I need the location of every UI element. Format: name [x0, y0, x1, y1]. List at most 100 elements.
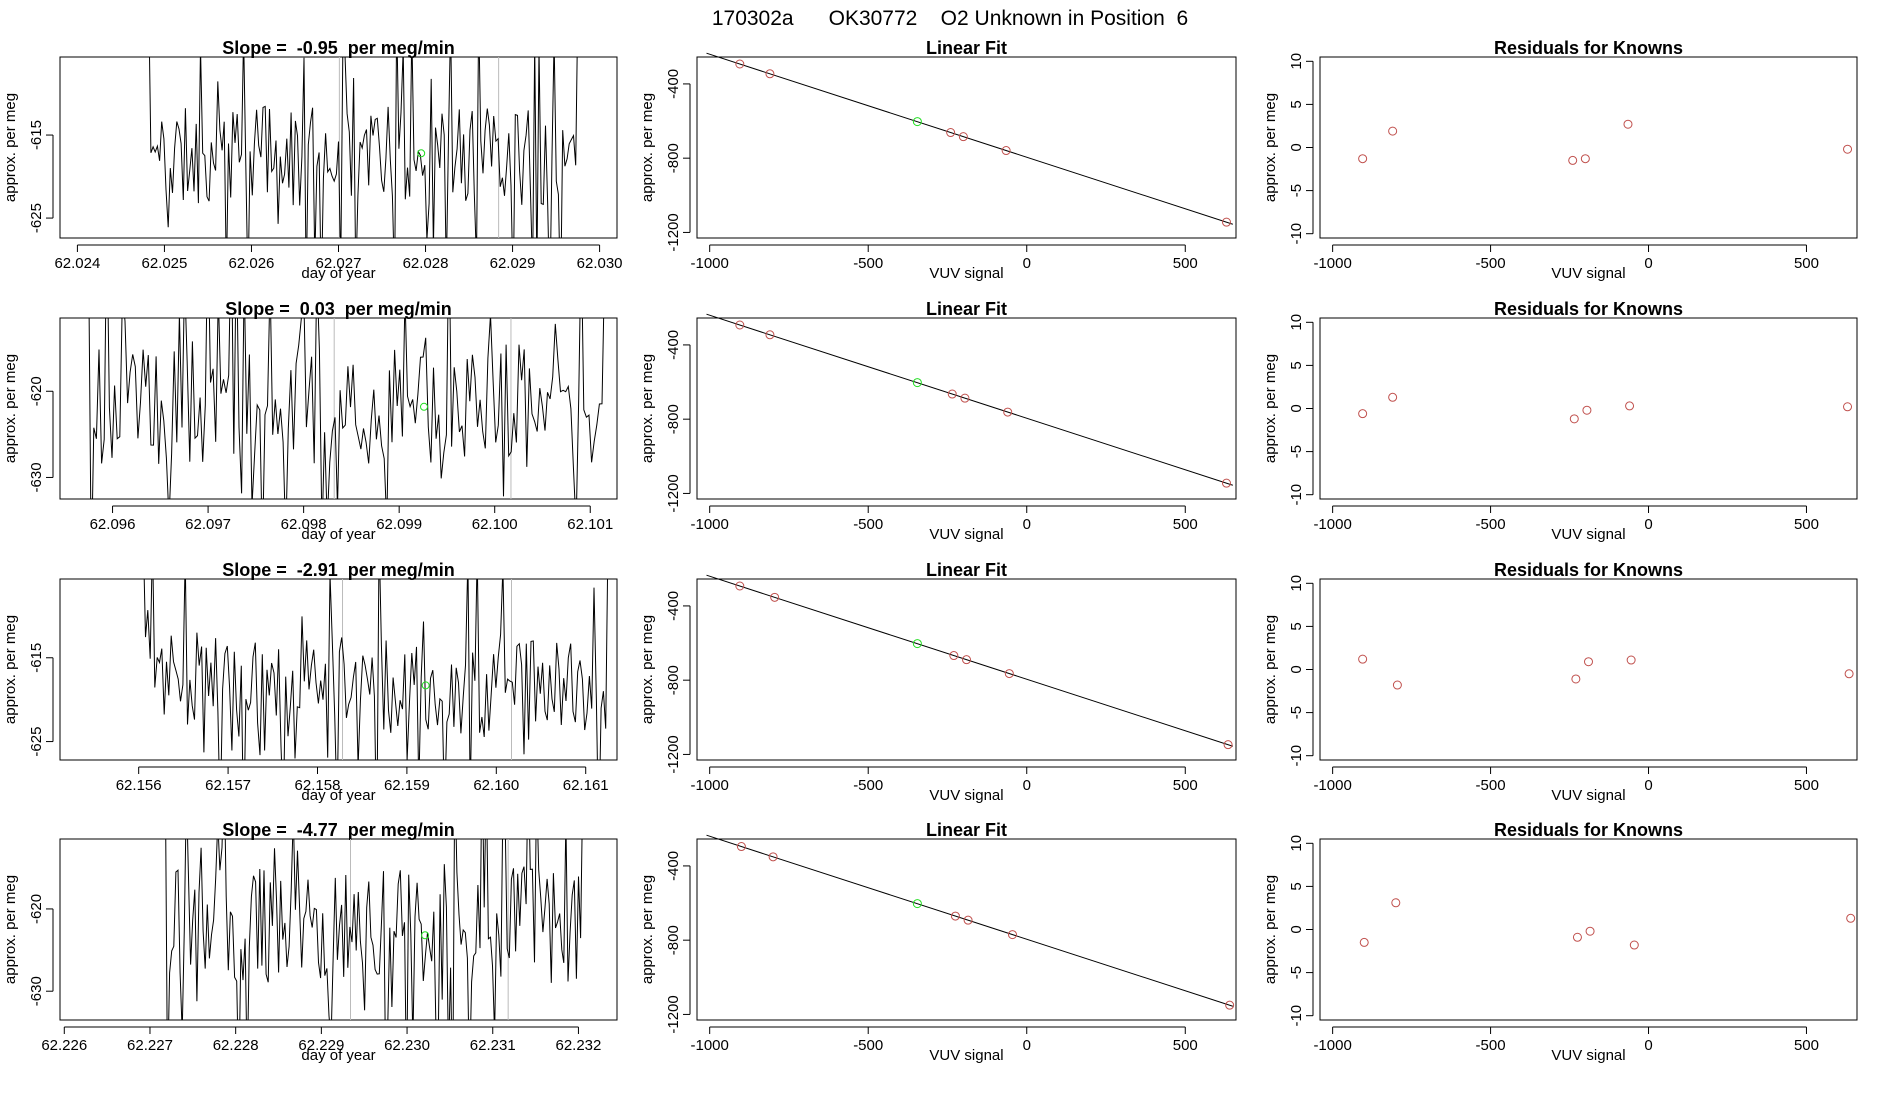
fit-x-tick-label: 0	[1023, 1037, 1031, 1054]
trace-y-axis-label: approx. per meg	[2, 93, 19, 202]
fit-y-tick-label: -1200	[665, 995, 682, 1033]
trace-x-tick-label: 62.028	[403, 255, 449, 272]
residual-point	[1358, 409, 1368, 419]
residuals-y-tick-label: -5	[1288, 966, 1305, 979]
residual-point	[1844, 669, 1854, 679]
trace-y-tick-label: -625	[28, 727, 45, 757]
trace-panel-row4: 62.226 62.227 62.228 62.229 62.230 62.231 62.2…	[2, 820, 618, 1064]
fit-x-tick-label: -500	[853, 777, 883, 794]
trace-plot-area	[88, 318, 605, 499]
residuals-y-tick-label: -10	[1288, 745, 1305, 767]
fit-y-tick-label: -1200	[665, 213, 682, 251]
fit-y-axis-label: approx. per meg	[639, 93, 656, 202]
residuals-y-tick-label: -10	[1288, 1005, 1305, 1027]
trace-panel-row1: 62.024 62.025 62.026 62.027 62.028 62.029 62.0…	[2, 38, 623, 282]
trace-plot-frame	[59, 838, 618, 1021]
residuals-x-tick-label: 0	[1644, 255, 1652, 272]
fit-x-axis-label: VUV signal	[929, 1047, 1003, 1064]
trace-x-tick-label: 62.029	[490, 255, 536, 272]
fit-known-point	[736, 842, 746, 852]
residual-point	[1388, 392, 1398, 402]
fit-y-tick-label: -400	[665, 591, 682, 621]
fit-y-tick-label: -800	[665, 143, 682, 173]
trace-x-tick-label: 62.229	[298, 1037, 344, 1054]
residuals-x-axis-label: VUV signal	[1551, 526, 1625, 543]
fit-x-tick-label: 0	[1023, 516, 1031, 533]
residuals-title: Residuals for Knowns	[1494, 560, 1683, 580]
fit-unknown-point	[912, 117, 922, 127]
fit-known-point	[960, 393, 970, 403]
residuals-x-tick-label: -1000	[1313, 777, 1351, 794]
fit-y-tick-label: -400	[665, 69, 682, 99]
fit-x-tick-label: -1000	[690, 1037, 728, 1054]
residuals-y-axis-label: approx. per meg	[1262, 615, 1279, 724]
fit-unknown-point	[912, 639, 922, 649]
trace-y-axis-label: approx. per meg	[2, 615, 19, 724]
fit-known-point	[1003, 407, 1013, 417]
trace-y-axis-label: approx. per meg	[2, 875, 19, 984]
page-title: 170302a OK30772 O2 Unknown in Position 6	[712, 7, 1188, 30]
residuals-y-tick-label: 5	[1288, 361, 1305, 369]
fit-known-point	[1007, 930, 1017, 940]
residuals-title: Residuals for Knowns	[1494, 38, 1683, 58]
trace-x-tick-label: 62.025	[141, 255, 187, 272]
fit-x-tick-label: -500	[853, 516, 883, 533]
residuals-x-tick-label: -500	[1476, 255, 1506, 272]
trace-unknown-point	[420, 402, 429, 411]
residuals-y-tick-label: 0	[1288, 665, 1305, 673]
trace-x-tick-label: 62.026	[229, 255, 275, 272]
residual-point	[1585, 926, 1595, 936]
fit-known-point	[735, 59, 745, 69]
trace-x-tick-label: 62.160	[473, 777, 519, 794]
trace-series-line	[149, 57, 578, 238]
residuals-x-axis-label: VUV signal	[1551, 265, 1625, 282]
residual-point	[1359, 937, 1369, 947]
fit-known-point	[946, 128, 956, 138]
fit-title: Linear Fit	[926, 820, 1007, 840]
residual-point	[1392, 680, 1402, 690]
trace-x-tick-label: 62.030	[577, 255, 623, 272]
fit-plot-frame	[696, 838, 1237, 1021]
fit-x-tick-label: -1000	[690, 255, 728, 272]
residuals-y-tick-label: -5	[1288, 706, 1305, 719]
residuals-plot-frame	[1319, 317, 1858, 500]
residuals-y-tick-label: -5	[1288, 445, 1305, 458]
trace-x-axis-label: day of year	[301, 526, 375, 543]
trace-x-tick-label: 62.158	[295, 777, 341, 794]
fit-known-point	[1221, 478, 1231, 488]
residual-point	[1391, 898, 1401, 908]
trace-title: Slope = -0.95 per meg/min	[222, 38, 455, 58]
residuals-x-tick-label: -1000	[1313, 255, 1351, 272]
trace-x-tick-label: 62.027	[316, 255, 362, 272]
fit-regression-line	[706, 52, 1233, 225]
residuals-x-axis-label: VUV signal	[1551, 1047, 1625, 1064]
fit-panel-row3: -1000 -500 0 500 VUV signal -400 -800 -1200 appr…	[639, 560, 1237, 804]
residuals-y-tick-label: 10	[1288, 575, 1305, 592]
fit-y-axis-label: approx. per meg	[639, 615, 656, 724]
residual-point	[1580, 154, 1590, 164]
fit-plot-frame	[696, 56, 1237, 239]
residuals-y-tick-label: 10	[1288, 314, 1305, 331]
trace-plot-frame	[59, 578, 618, 761]
fit-y-tick-label: -800	[665, 404, 682, 434]
fit-known-point	[1001, 146, 1011, 156]
fit-y-tick-label: -1200	[665, 474, 682, 512]
fit-x-tick-label: -500	[853, 255, 883, 272]
fit-x-axis-label: VUV signal	[929, 526, 1003, 543]
residuals-x-tick-label: 500	[1794, 255, 1819, 272]
fit-x-tick-label: 500	[1173, 255, 1198, 272]
residual-point	[1584, 657, 1593, 667]
trace-x-tick-label: 62.024	[54, 255, 100, 272]
fit-known-point	[958, 132, 968, 142]
fit-plot-frame	[696, 317, 1237, 500]
fit-known-point	[949, 651, 959, 661]
residuals-x-tick-label: 0	[1644, 1037, 1652, 1054]
trace-x-tick-label: 62.096	[90, 516, 136, 533]
residuals-x-tick-label: 500	[1794, 777, 1819, 794]
residual-point	[1572, 932, 1582, 942]
residual-point	[1388, 126, 1398, 136]
trace-x-tick-label: 62.100	[472, 516, 518, 533]
fit-known-point	[735, 320, 745, 330]
trace-y-tick-label: -615	[28, 643, 45, 673]
